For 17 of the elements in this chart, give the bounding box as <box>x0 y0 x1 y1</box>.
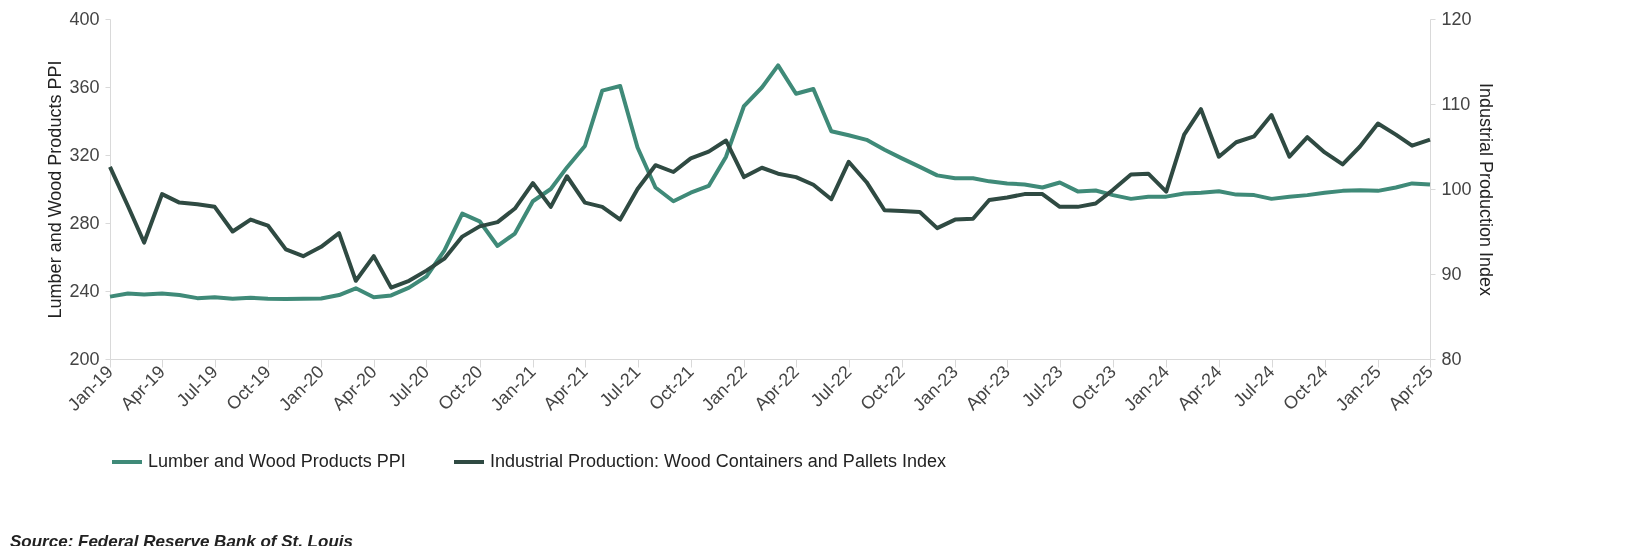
y-tick-label: 280 <box>69 212 100 233</box>
y2-tick-label: 90 <box>1441 263 1462 284</box>
y-tick-label: 240 <box>69 280 100 301</box>
y-tick-label: 400 <box>69 8 100 29</box>
y2-axis-title: Industrial Production Index <box>1475 82 1496 297</box>
y-tick-label: 320 <box>69 144 100 165</box>
y2-tick-label: 120 <box>1441 8 1472 29</box>
y-tick-label: 200 <box>69 348 100 369</box>
line-series <box>108 63 1432 301</box>
y-tick-label: 360 <box>69 76 100 97</box>
y2-tick-label: 80 <box>1441 348 1462 369</box>
y-axis-title: Lumber and Wood Products PPI <box>45 60 66 319</box>
legend-label: Lumber and Wood Products PPI <box>148 451 406 471</box>
y2-tick-label: 110 <box>1441 93 1471 114</box>
line-series <box>108 107 1432 290</box>
legend-label: Industrial Production: Wood Containers and Pallets Index <box>490 451 946 471</box>
y2-tick-label: 100 <box>1441 178 1472 199</box>
